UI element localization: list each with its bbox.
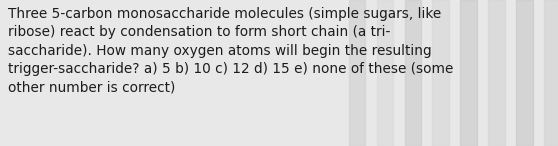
Bar — [432, 0, 449, 146]
Bar — [405, 0, 421, 146]
Text: Three 5-carbon monosaccharide molecules (simple sugars, like
ribose) react by co: Three 5-carbon monosaccharide molecules … — [8, 7, 454, 94]
Bar — [516, 0, 533, 146]
Bar — [544, 0, 558, 146]
Bar — [488, 0, 505, 146]
Bar — [349, 0, 365, 146]
Bar — [460, 0, 477, 146]
Bar — [377, 0, 393, 146]
